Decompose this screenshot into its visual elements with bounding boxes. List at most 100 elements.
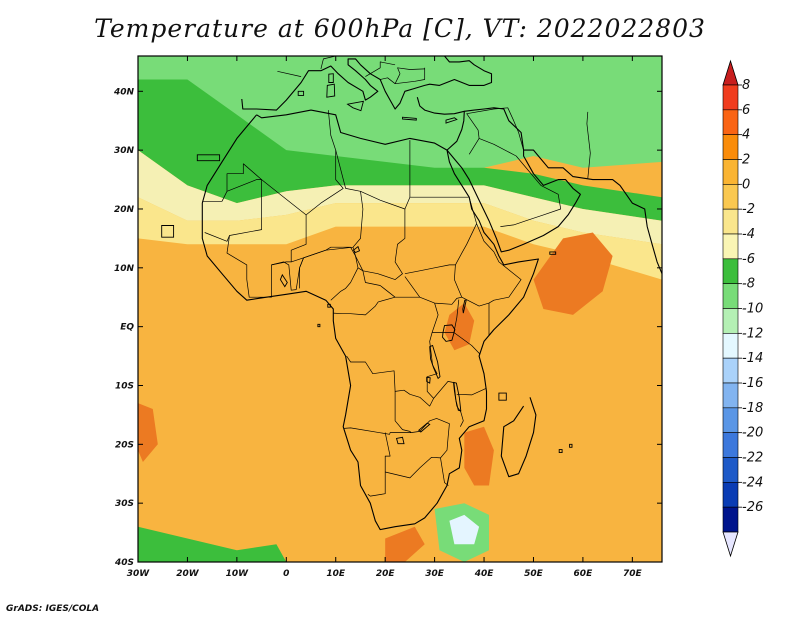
colorbar-swatch	[722, 432, 739, 458]
y-tick-label: 40S	[114, 558, 134, 568]
y-tick-label: 40N	[113, 87, 135, 97]
colorbar-label: -14	[742, 351, 763, 366]
border-sahara-west	[202, 163, 244, 202]
border-iran-afghan	[586, 111, 591, 179]
colorbar-swatch	[722, 407, 739, 433]
colorbar-label: -26	[742, 500, 763, 515]
southern-europe-coastline	[241, 56, 493, 111]
colorbar-swatch	[722, 208, 739, 235]
turkey-south-coastline	[416, 97, 465, 151]
sao-tome	[317, 323, 321, 328]
temp-region-hot-central-africa	[444, 303, 475, 351]
x-tick-label: 40E	[474, 569, 495, 579]
colorbar-label: 2	[742, 153, 750, 168]
border-balkans-3	[365, 61, 396, 77]
colorbar-swatch	[722, 159, 739, 185]
colorbar-label: 4	[742, 128, 750, 143]
canary-islands	[196, 154, 221, 162]
x-tick-label: 30E	[425, 569, 445, 579]
colorbar-swatch	[722, 258, 739, 284]
y-tick-label: 30S	[115, 499, 134, 509]
colorbar-label: 0	[742, 177, 750, 192]
colorbar-label: -2	[742, 202, 755, 217]
colorbar-label: -12	[742, 326, 763, 341]
y-tick-label: 20N	[114, 205, 135, 215]
comoros	[498, 392, 507, 401]
sardinia	[326, 83, 336, 98]
x-tick-label: 20E	[376, 569, 396, 579]
colorbar-label: 6	[742, 103, 750, 118]
temp-region-band-minus2	[138, 197, 662, 280]
border-algeria-south	[243, 110, 344, 216]
madagascar-coastline	[500, 397, 537, 478]
colorbar-swatch	[722, 84, 739, 111]
okavango-delta	[395, 436, 405, 445]
border-drc-east	[346, 303, 439, 407]
border-south-africa	[385, 456, 449, 486]
lake-tanganyika	[429, 344, 441, 380]
border-tanzania-mozambique	[456, 388, 487, 396]
colorbar-label: -16	[742, 376, 763, 391]
y-tick-label: 10S	[115, 381, 134, 391]
border-balkans-2	[394, 67, 425, 84]
sicily	[346, 100, 365, 112]
colorbar-bottom-cap	[722, 531, 739, 558]
colorbar-swatch	[722, 482, 739, 508]
lake-turkana	[462, 299, 467, 314]
cape-verde	[161, 225, 175, 238]
temp-region-hot-mozambique	[464, 426, 494, 486]
border-mauritania-mali	[204, 179, 262, 242]
colorbar-swatch	[722, 457, 739, 483]
border-chad-sudan	[352, 209, 406, 280]
persian-gulf-inland	[464, 107, 525, 151]
y-tick-label: 30N	[114, 146, 135, 156]
colorbar-swatch	[722, 506, 739, 533]
temp-region-hot-somalia	[533, 232, 613, 315]
border-europe-1	[277, 70, 302, 77]
x-tick-label: 10W	[226, 569, 250, 579]
colorbar-swatch	[722, 184, 739, 210]
colorbar-swatch	[722, 357, 739, 384]
colorbar-swatch	[722, 308, 739, 334]
temp-region-hot-south-atlantic	[138, 403, 158, 462]
border-nigeria-cameroon	[299, 246, 359, 301]
colorbar-top-cap	[722, 59, 739, 86]
lake-chad	[352, 245, 361, 254]
colorbar-label: -20	[742, 426, 763, 441]
border-arabia	[468, 138, 562, 227]
colorbar-swatch	[722, 134, 739, 160]
credit-label: GrADS: IGES/COLA	[6, 604, 100, 614]
crete	[402, 116, 417, 121]
corsica	[328, 73, 334, 83]
bioko	[327, 303, 331, 308]
colorbar-label: -4	[742, 227, 755, 242]
socotra	[549, 251, 557, 255]
balearics	[297, 90, 305, 96]
colorbar-label: 8	[742, 78, 750, 93]
chart-title: Temperature at 600hPa [C], VT: 202202280…	[94, 14, 706, 43]
y-tick-label: 20S	[115, 440, 134, 450]
border-central-africa	[357, 267, 420, 298]
cyprus	[445, 117, 458, 124]
border-europe-2	[320, 56, 353, 69]
x-tick-label: 60E	[574, 569, 594, 579]
lake-victoria	[442, 324, 456, 342]
temp-region-cold-southwest-atlantic	[138, 526, 287, 562]
border-balkans-1	[380, 67, 426, 85]
border-ethiopia	[461, 223, 522, 307]
lake-mweru	[426, 376, 431, 384]
map-frame	[137, 55, 663, 563]
x-tick-label: 0	[283, 569, 289, 579]
border-zimbabwe-mozambique	[410, 418, 450, 459]
temp-region-band-minus4	[138, 150, 662, 245]
x-tick-label: 20W	[176, 569, 200, 579]
y-tick-label: 10N	[114, 264, 135, 274]
lake-volta	[279, 273, 288, 288]
x-tick-label: 30W	[127, 569, 151, 579]
colorbar-swatch	[722, 109, 739, 135]
colorbar-label: -8	[742, 277, 755, 292]
border-zambia-malawi	[433, 381, 464, 427]
mauritius	[569, 443, 573, 448]
temp-region-hot-south-africa	[385, 526, 425, 562]
colorbar-swatch	[722, 283, 739, 309]
